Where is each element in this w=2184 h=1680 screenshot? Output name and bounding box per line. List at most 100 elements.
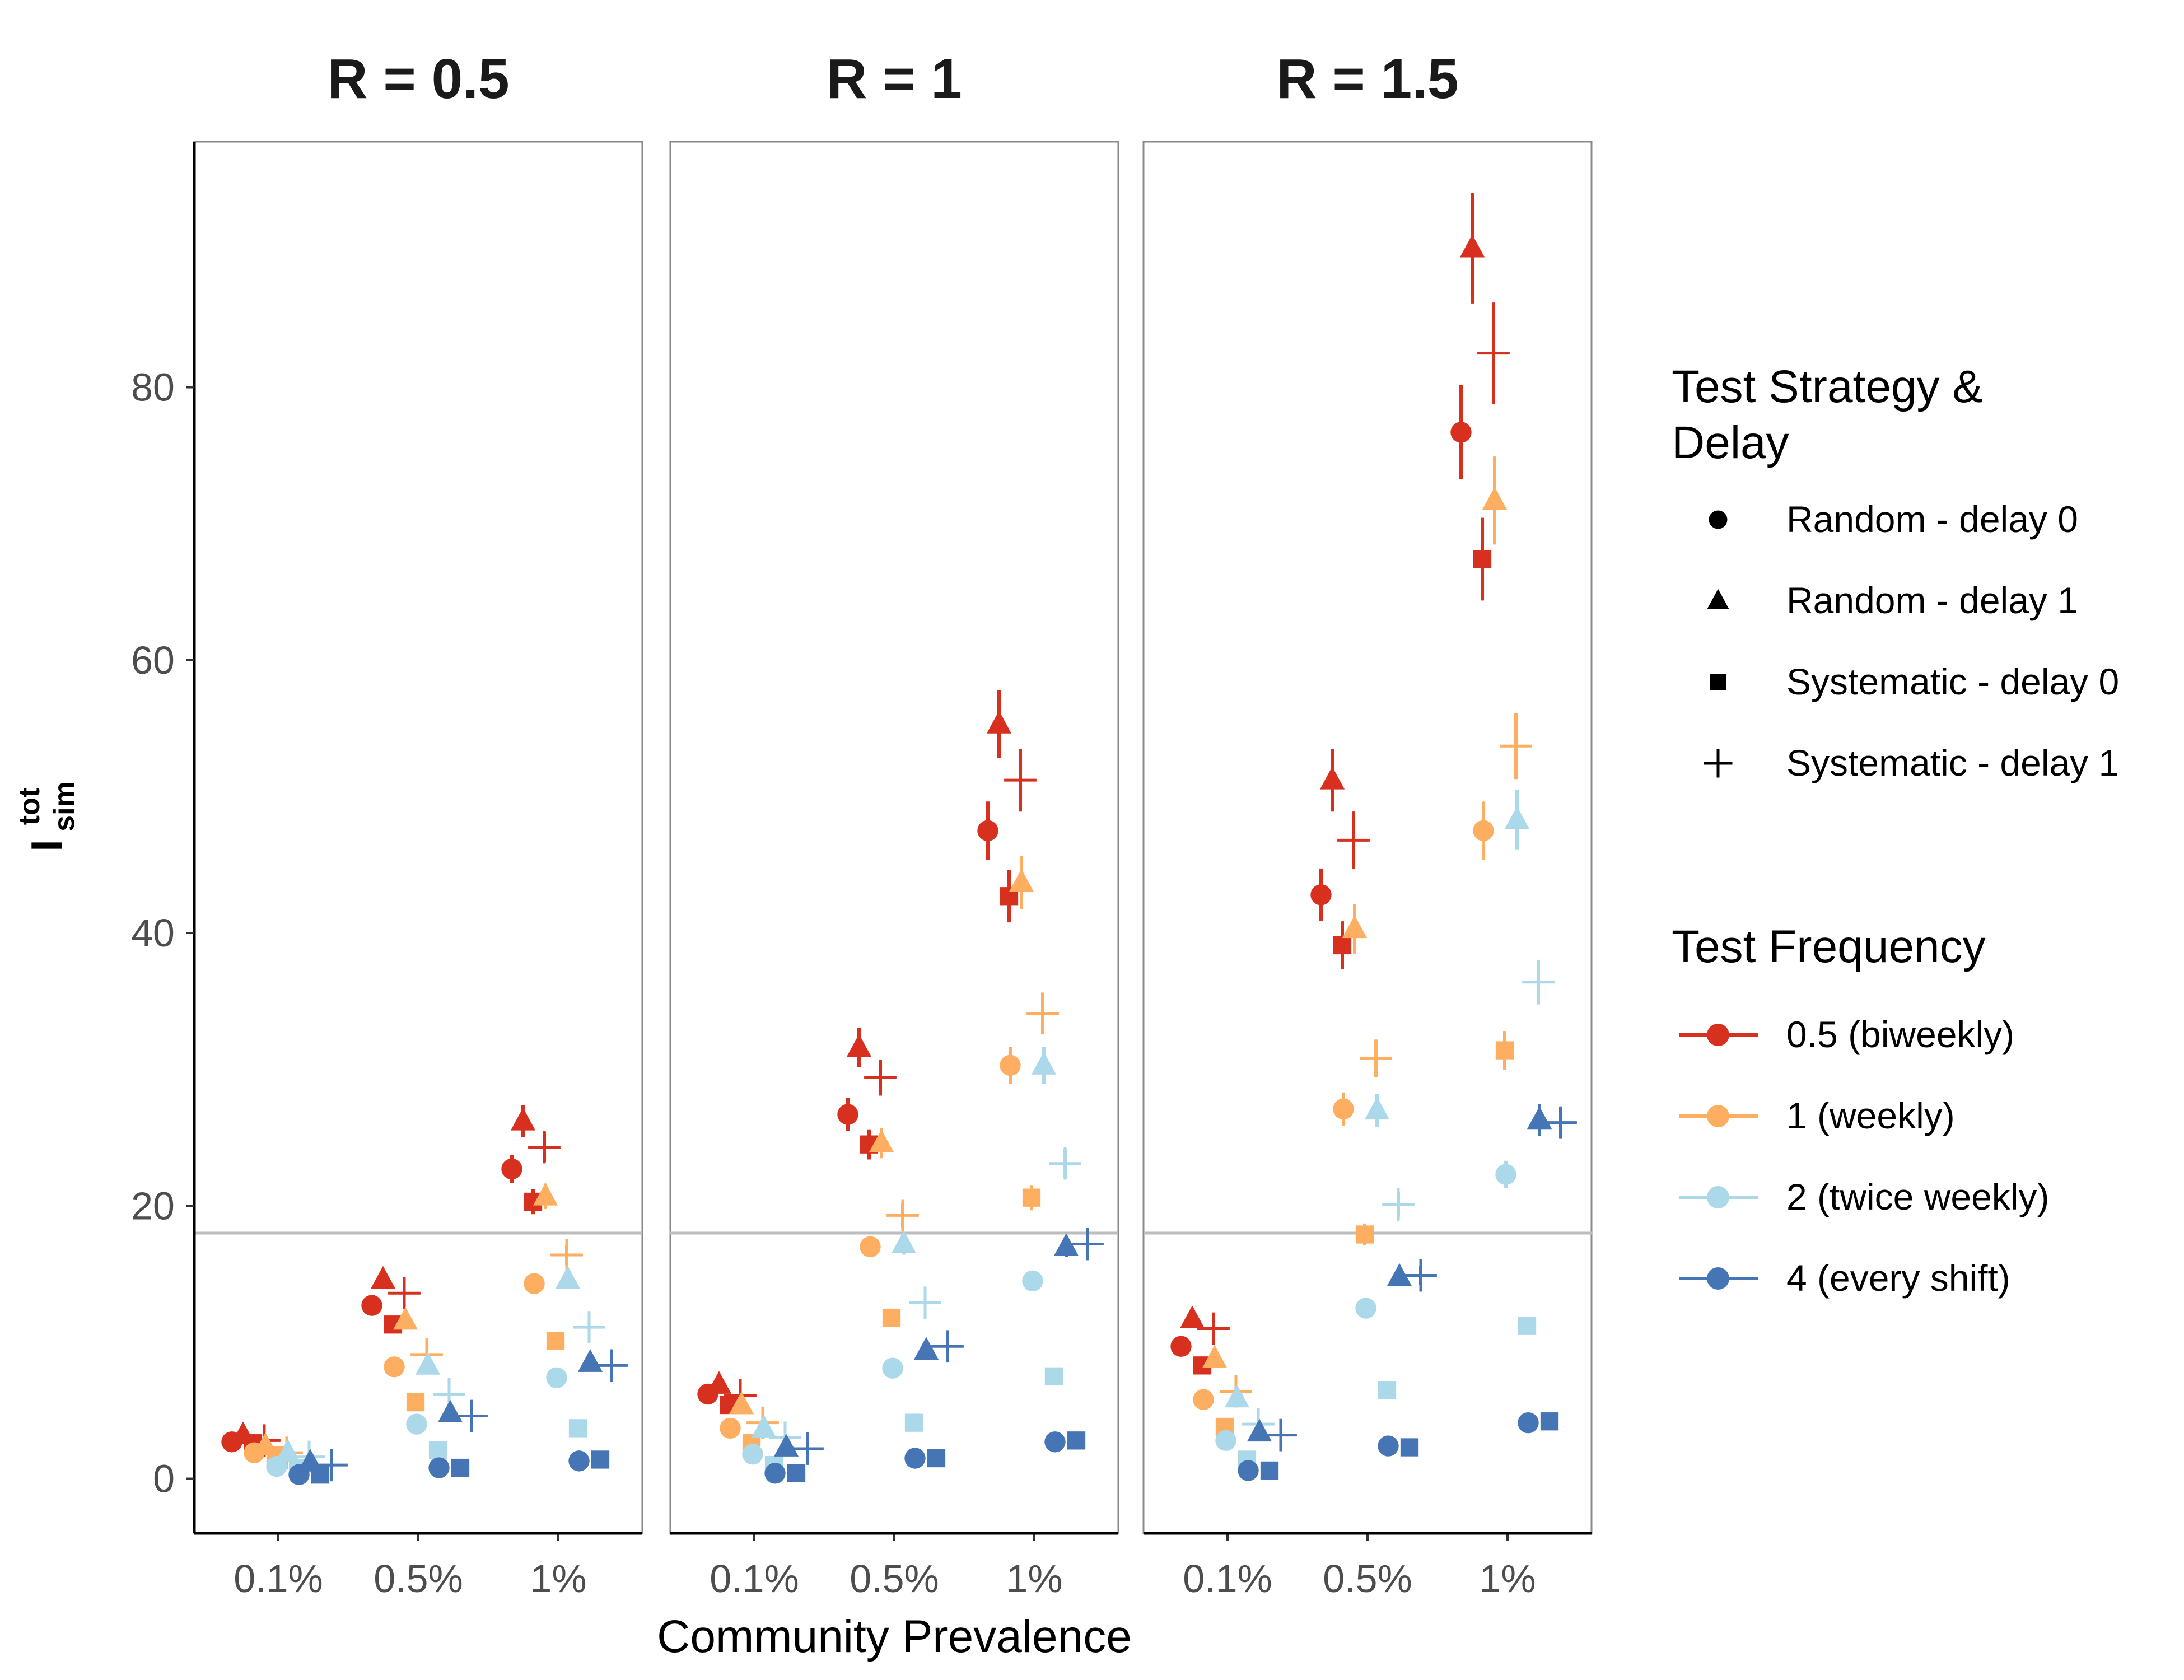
data-point (1540, 1412, 1559, 1431)
data-point (751, 1415, 777, 1438)
data-point (1215, 1430, 1236, 1452)
data-point (1378, 1381, 1397, 1399)
x-tick-label: 1% (530, 1557, 586, 1600)
y-tick-label: 60 (131, 638, 175, 682)
legend-color-label: 2 (twice weekly) (1786, 1176, 2049, 1217)
data-point (1009, 869, 1034, 892)
data-point (568, 1450, 590, 1472)
data-point (1382, 1188, 1415, 1221)
legend-color-key-dot (1707, 1186, 1729, 1208)
data-point (1522, 965, 1555, 998)
data-point (510, 1108, 536, 1131)
data-point (415, 1352, 441, 1375)
data-point (555, 1266, 581, 1289)
data-point (455, 1399, 488, 1432)
data-point (591, 1450, 610, 1469)
data-point (1473, 820, 1494, 842)
legend-color-label: 1 (weekly) (1786, 1095, 1955, 1136)
data-point (791, 1432, 824, 1465)
data-point (764, 1463, 786, 1484)
data-point (1544, 1106, 1577, 1139)
legend-shape-key (1709, 510, 1728, 529)
y-tick-label: 20 (131, 1184, 175, 1228)
data-point (550, 1239, 583, 1271)
data-point (1482, 487, 1508, 510)
data-point (931, 1330, 964, 1363)
data-point (864, 1061, 897, 1094)
data-point (1067, 1431, 1086, 1450)
data-point (428, 1457, 450, 1478)
data-point (742, 1443, 763, 1465)
x-tick-label: 0.5% (1323, 1557, 1412, 1600)
legend-color-label: 4 (every shift) (1786, 1257, 2010, 1299)
legend-color-key-dot (1707, 1024, 1729, 1046)
data-point (1170, 1336, 1192, 1357)
data-point (361, 1295, 382, 1316)
data-point (1310, 884, 1332, 906)
data-point (546, 1367, 567, 1388)
legend-shape-key (1710, 674, 1726, 690)
data-point (1333, 936, 1352, 955)
y-axis-title-sub: sim (48, 781, 81, 832)
data-point (882, 1308, 901, 1327)
data-point (860, 1236, 881, 1258)
data-point (837, 1104, 858, 1125)
data-point (1360, 1042, 1392, 1075)
data-point (1202, 1345, 1228, 1368)
data-point (384, 1356, 405, 1378)
data-point (406, 1393, 425, 1412)
data-point (1049, 1147, 1081, 1180)
data-point (1044, 1431, 1066, 1453)
legend-color-label: 0.5 (biweekly) (1786, 1014, 2014, 1055)
data-point (1247, 1418, 1272, 1442)
data-point (1518, 1317, 1537, 1335)
data-point (1473, 550, 1492, 568)
data-point (568, 1419, 587, 1438)
legend-color-key-dot (1707, 1267, 1729, 1290)
data-point (1364, 1096, 1390, 1120)
data-point (773, 1434, 799, 1457)
data-point (869, 1129, 894, 1152)
legend-shape-title: Test Strategy & (1672, 361, 1983, 412)
data-point (1000, 1054, 1021, 1076)
data-point (1071, 1228, 1104, 1261)
panels-layer: R = 0.5 0.1% 0.5% 1% R = 1 0.1% 0.5% 1% R = 1.5 0… (193, 48, 1593, 1600)
x-tick-label: 0.5% (850, 1557, 939, 1600)
panel-2: R = 1 0.1% 0.5% 1% (669, 48, 1119, 1600)
data-point (573, 1311, 605, 1344)
data-point (1260, 1461, 1279, 1480)
data-point (1355, 1298, 1376, 1319)
data-point (720, 1417, 741, 1439)
data-point (1387, 1263, 1412, 1286)
data-point (393, 1306, 418, 1330)
data-point (1031, 1052, 1057, 1075)
data-point (891, 1230, 917, 1253)
data-point (1495, 1041, 1514, 1060)
data-point (595, 1349, 628, 1382)
data-point (577, 1349, 603, 1372)
x-axis-title: Community Prevalence (657, 1611, 1132, 1662)
data-point (886, 1199, 919, 1232)
data-point (437, 1399, 463, 1423)
data-point (1264, 1418, 1297, 1452)
data-point (1527, 1106, 1552, 1130)
x-tick-label: 1% (1006, 1557, 1062, 1600)
legend-shape-label: Systematic - delay 0 (1786, 661, 2119, 702)
data-point (1044, 1367, 1063, 1385)
data-point (977, 820, 998, 842)
legend-shape-label: Random - delay 0 (1786, 498, 2078, 540)
legend-shape-label: Random - delay 1 (1786, 580, 2078, 621)
panel-border-1 (193, 141, 643, 1534)
data-point (311, 1466, 330, 1484)
data-point (986, 711, 1012, 734)
data-point (1022, 1270, 1043, 1291)
data-point (1459, 234, 1485, 258)
data-point (1518, 1412, 1539, 1434)
y-tick-label: 40 (131, 911, 175, 955)
y-tick-label: 0 (153, 1457, 175, 1501)
data-point (729, 1391, 754, 1415)
legend-color-title: Test Frequency (1672, 921, 1986, 972)
